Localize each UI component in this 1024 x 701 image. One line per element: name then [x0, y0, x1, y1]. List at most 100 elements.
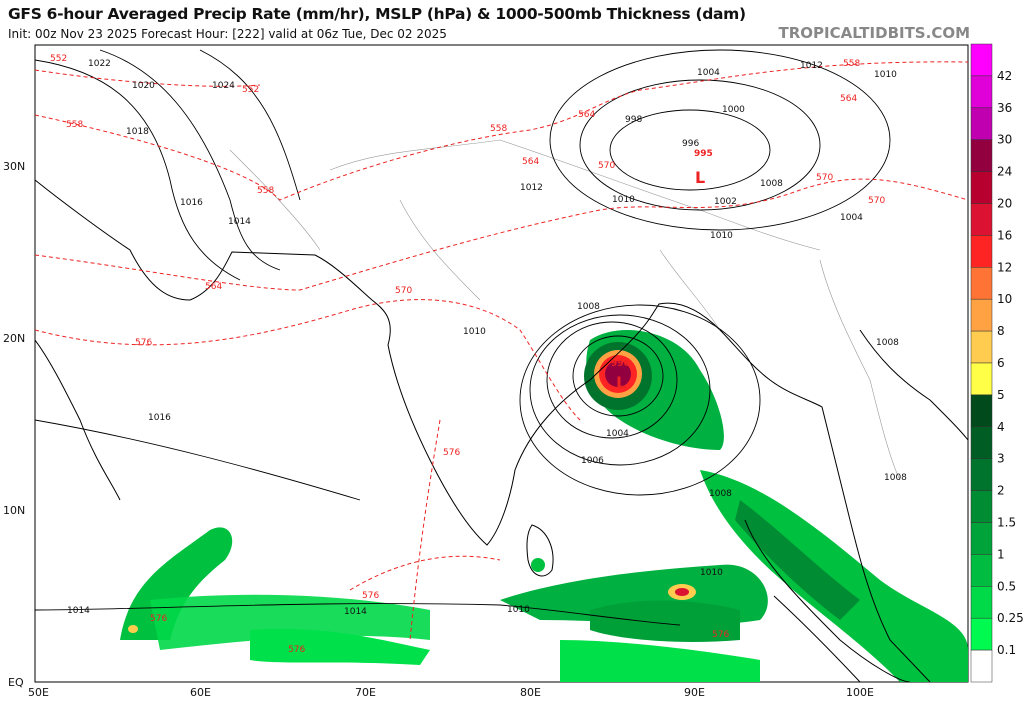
thickness-label: 558: [66, 120, 83, 130]
mslp-label: 1018: [126, 127, 149, 137]
thickness-label: 558: [843, 59, 860, 69]
colorbar-label: 0.5: [997, 579, 1016, 593]
mslp-label: 1014: [228, 217, 251, 227]
mslp-label: 1010: [710, 231, 733, 241]
colorbar-swatch: [970, 43, 993, 77]
lon-label: 80E: [520, 686, 541, 699]
mslp-label: 1008: [760, 179, 783, 189]
lon-label: 100E: [846, 686, 874, 699]
thickness-label: 570: [395, 286, 412, 296]
thickness-label: 576: [150, 614, 167, 624]
colorbar-label: 6: [997, 356, 1005, 370]
thickness-label: 576: [288, 645, 305, 655]
precip-areas: [120, 330, 968, 682]
mslp-label: 1022: [88, 59, 111, 69]
colorbar-swatch: [970, 586, 993, 619]
mslp-label: 1014: [344, 607, 367, 617]
mslp-label: 1008: [577, 302, 600, 312]
thickness-label: 570: [816, 173, 833, 183]
colorbar-swatch: [970, 617, 993, 651]
thickness-contour-labels: 552 552 558 558 564 570 558 564 564 570 …: [50, 54, 885, 655]
colorbar-label: 1: [997, 547, 1005, 561]
mslp-label: 1000: [722, 105, 745, 115]
colorbar-swatch: [970, 267, 993, 300]
borders: [229, 139, 901, 481]
lat-label: EQ: [8, 676, 24, 689]
mslp-label: 1016: [180, 198, 203, 208]
colorbar-label: 36: [997, 101, 1012, 115]
longitude-labels: 50E 60E 70E 80E 90E 100E: [28, 686, 874, 699]
colorbar-swatch: [970, 394, 993, 428]
thickness-label: 570: [598, 161, 615, 171]
colorbar-swatch: [970, 107, 993, 140]
colorbar-swatch: [970, 554, 993, 587]
map-title: GFS 6-hour Averaged Precip Rate (mm/hr),…: [8, 5, 746, 23]
thickness-label: 576: [443, 448, 460, 458]
thickness-contours: [35, 61, 968, 641]
colorbar-swatch: [970, 649, 993, 683]
lon-label: 50E: [28, 686, 49, 699]
thickness-label: 564: [205, 282, 222, 292]
colorbar-swatch: [970, 298, 993, 332]
lat-label: 20N: [3, 332, 25, 345]
colorbar-label: 0.25: [997, 611, 1024, 625]
colorbar-label: 2: [997, 484, 1005, 498]
low-pressure-symbol: L: [695, 168, 705, 187]
colorbar-label: 12: [997, 260, 1012, 274]
cyclone-pressure-value: 996: [611, 359, 630, 369]
mslp-label: 1010: [507, 605, 530, 615]
lat-label: 10N: [3, 504, 25, 517]
colorbar-label: 10: [997, 292, 1012, 306]
mslp-label: 1020: [132, 81, 155, 91]
mslp-label: 1004: [840, 213, 863, 223]
precip-colorbar: 42 36 30 24 20 16 12 10 8 6 5 4 3 2 1.5 1 0.5 0.25 0.1: [970, 43, 1024, 683]
thickness-label: 552: [50, 54, 67, 64]
colorbar-label: 1.5: [997, 516, 1016, 530]
colorbar-label: 16: [997, 228, 1012, 242]
colorbar-swatch: [970, 330, 993, 364]
colorbar-swatch: [970, 75, 993, 109]
thickness-label: 564: [522, 157, 539, 167]
colorbar-swatch: [970, 458, 993, 491]
mslp-label: 1004: [697, 68, 720, 78]
colorbar-label: 0.1: [997, 643, 1016, 657]
colorbar-label: 3: [997, 452, 1005, 466]
mslp-label: 1010: [463, 327, 486, 337]
thickness-label: 564: [578, 110, 595, 120]
mslp-contour-labels: 1022 1020 1018 1016 1014 1024 1012 1010 …: [67, 59, 907, 617]
colorbar-swatch: [970, 171, 993, 204]
colorbar-swatch: [970, 203, 993, 236]
thickness-label: 576: [362, 591, 379, 601]
colorbar-swatch: [970, 235, 993, 268]
coastlines: [35, 179, 968, 682]
colorbar-label: 8: [997, 324, 1005, 338]
lon-label: 70E: [355, 686, 376, 699]
mslp-label: 1010: [612, 195, 635, 205]
mslp-contours: [35, 49, 891, 626]
lon-label: 90E: [684, 686, 705, 699]
mslp-label: 1008: [709, 489, 732, 499]
mslp-label: 1012: [800, 61, 823, 71]
thickness-label: 564: [840, 94, 857, 104]
colorbar-label: 30: [997, 133, 1012, 147]
latitude-labels: EQ 10N 20N 30N: [3, 160, 25, 689]
colorbar-swatch: [970, 139, 993, 172]
thickness-label: 576: [712, 630, 729, 640]
mslp-label: 1006: [581, 456, 604, 466]
colorbar-swatch: [970, 490, 993, 523]
mslp-label: 1016: [148, 413, 171, 423]
colorbar-label: 4: [997, 420, 1005, 434]
brand-watermark: TROPICALTIDBITS.COM: [778, 24, 971, 42]
mslp-label: 1008: [876, 338, 899, 348]
lat-label: 30N: [3, 160, 25, 173]
lon-label: 60E: [190, 686, 211, 699]
colorbar-swatch: [970, 362, 993, 396]
thickness-label: 558: [490, 124, 507, 134]
thickness-label: 570: [868, 196, 885, 206]
cyclone-low-symbol: L: [616, 373, 626, 392]
mslp-label: 1012: [520, 183, 543, 193]
mslp-label: 1010: [700, 568, 723, 578]
colorbar-label: 42: [997, 69, 1012, 83]
run-info: Init: 00z Nov 23 2025 Forecast Hour: [22…: [8, 27, 447, 41]
colorbar-label: 24: [997, 165, 1012, 179]
